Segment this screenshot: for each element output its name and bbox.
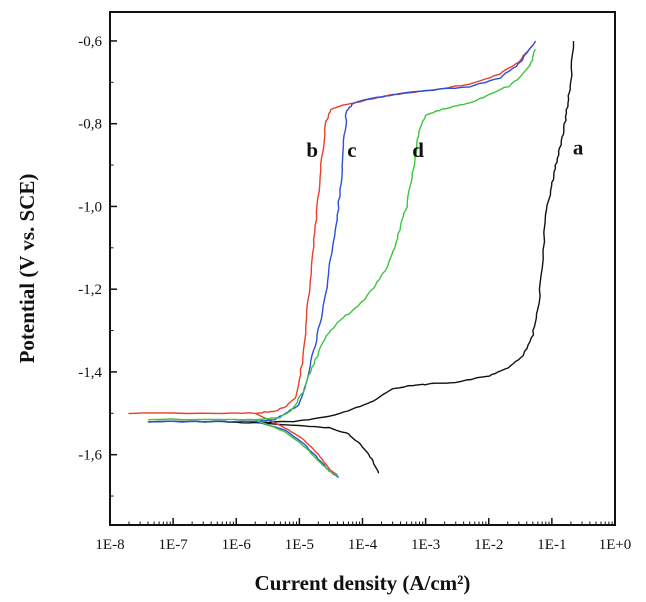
series-b-anodic-line [128, 44, 534, 415]
y-tick-label: -1,0 [78, 199, 102, 215]
y-axis: -1,6 -1,4 -1,2 -1,0 -0,8 -0,6 [78, 34, 117, 497]
curve-label-b: b [306, 138, 318, 162]
y-tick-label: -1,4 [78, 365, 102, 381]
y-tick-label: -0,8 [78, 117, 102, 133]
x-axis: 1E-8 1E-7 1E-6 1E-5 1E-4 1E-3 1E-2 1E-1 1E+0 [95, 518, 631, 553]
y-tick-label: -1,2 [78, 282, 102, 298]
x-tick-label: 1E-2 [474, 537, 503, 553]
y-axis-title: Potential (V vs. SCE) [15, 174, 39, 364]
series-d-anodic-line [148, 48, 537, 421]
y-tick-label: -1,6 [78, 448, 102, 464]
x-tick-label: 1E-8 [95, 537, 124, 553]
x-tick-label: 1E-4 [348, 537, 378, 553]
x-tick-label: 1E-5 [285, 537, 314, 553]
series-b-cathodic-line [255, 412, 338, 476]
x-tick-label: 1E-6 [222, 537, 252, 553]
x-tick-label: 1E-3 [411, 537, 440, 553]
series-a-anodic-line [148, 41, 575, 424]
x-tick-label: 1E-7 [159, 537, 189, 553]
curves-layer [128, 40, 575, 478]
series-a-cathodic-line [255, 421, 380, 474]
x-axis-title: Current density (A/cm²) [255, 571, 471, 595]
series-d-cathodic-line [254, 418, 338, 476]
curve-label-d: d [412, 138, 424, 162]
series-c-anodic-line [147, 40, 537, 423]
x-tick-label: 1E+0 [599, 537, 632, 553]
curve-labels: a b c d [306, 136, 583, 162]
y-tick-label: -0,6 [78, 34, 102, 50]
x-tick-label: 1E-1 [537, 537, 566, 553]
curve-label-c: c [347, 138, 356, 162]
curve-label-a: a [573, 136, 584, 160]
